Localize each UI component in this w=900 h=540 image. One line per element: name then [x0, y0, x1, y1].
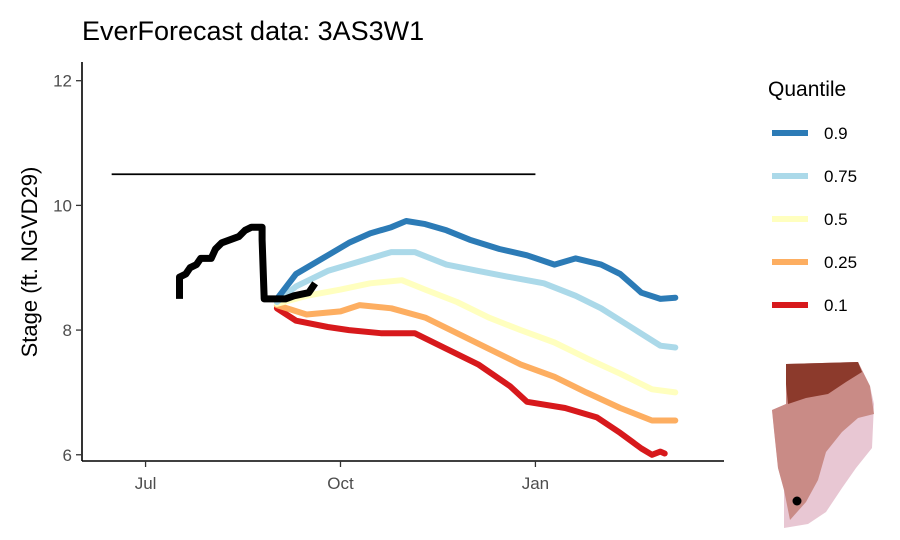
chart-title: EverForecast data: 3AS3W1 — [82, 16, 424, 46]
y-ticks: 6 8 10 12 — [53, 72, 82, 465]
legend-label: 0.75 — [824, 167, 857, 186]
series-line-q075 — [273, 249, 679, 351]
inset-map-region-dark — [786, 362, 862, 404]
legend-label: 0.5 — [824, 210, 848, 229]
legend-label: 0.1 — [824, 296, 848, 315]
series-line-q05 — [273, 277, 679, 396]
inset-map-station-marker — [792, 496, 802, 506]
y-axis-title: Stage (ft. NGVD29) — [17, 167, 42, 358]
axes — [81, 62, 724, 462]
y-tick-label: 12 — [53, 72, 72, 91]
series-line-q025 — [273, 302, 679, 424]
series-line-q01 — [273, 305, 668, 458]
x-tick-label: Jul — [135, 474, 157, 493]
series-line-q09 — [273, 218, 679, 302]
y-tick-label: 6 — [63, 446, 72, 465]
legend-label: 0.25 — [824, 253, 857, 272]
y-tick-label: 10 — [53, 196, 72, 215]
inset-map-region-mid — [772, 362, 874, 520]
observed-stage-line — [176, 223, 318, 303]
y-tick-label: 8 — [63, 321, 72, 340]
x-tick-label: Jan — [522, 474, 549, 493]
plot-area — [111, 173, 679, 458]
x-ticks: Jul Oct Jan — [135, 461, 549, 493]
legend-title: Quantile — [768, 78, 846, 101]
legend: Quantile 0.9 0.75 0.5 0.25 0.1 — [768, 78, 857, 315]
inset-map — [772, 362, 874, 528]
x-tick-label: Oct — [327, 474, 354, 493]
legend-label: 0.9 — [824, 124, 848, 143]
